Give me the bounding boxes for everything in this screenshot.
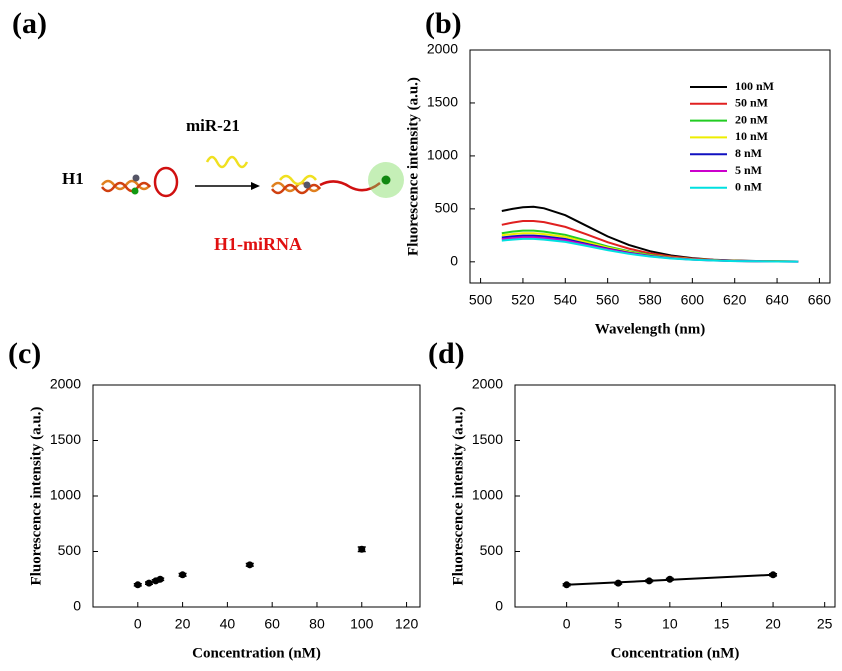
data-point [179,571,187,579]
y-tick-label: 2000 [427,41,458,57]
y-tick-label: 2000 [472,376,503,392]
diagram-label: miR-21 [186,116,240,135]
data-point [145,579,153,587]
legend-label: 100 nM [735,79,774,93]
x-tick-label: 580 [638,292,662,308]
y-axis-title: Fluorescence intensity (a.u.) [405,77,421,256]
panel-label: (b) [425,7,462,40]
x-tick-label: 60 [264,616,280,632]
x-tick-label: 25 [817,616,833,632]
x-tick-label: 10 [662,616,678,632]
x-tick-label: 520 [511,292,535,308]
x-tick-label: 620 [723,292,747,308]
plot-frame [514,384,836,608]
y-tick-label: 500 [480,542,504,558]
y-tick-label: 1000 [50,487,81,503]
data-point [563,581,571,589]
diagram-label: H1-miRNA [214,234,302,254]
spectrum-line [501,236,799,263]
panel-label: (a) [12,7,47,40]
data-point [134,581,142,589]
x-tick-label: 20 [175,616,191,632]
duplex [271,162,404,198]
y-tick-label: 500 [58,542,82,558]
x-tick-label: 600 [681,292,705,308]
y-tick-label: 0 [495,598,503,614]
data-point [645,577,653,585]
data-point [156,575,164,583]
hairpin [101,166,179,198]
legend-label: 0 nM [735,180,762,194]
x-axis-title: Concentration (nM) [611,645,740,661]
data-point [769,571,777,579]
x-tick-label: 5 [614,616,622,632]
legend-label: 20 nM [735,112,768,126]
legend-label: 10 nM [735,129,768,143]
data-point [358,545,366,553]
x-tick-label: 80 [309,616,325,632]
x-tick-label: 100 [350,616,374,632]
plot-frame [92,384,421,608]
panel-label: (d) [428,337,465,370]
y-tick-label: 1500 [50,431,81,447]
y-axis-title: Fluorescence intensity (a.u.) [450,407,466,586]
y-tick-label: 1500 [472,431,503,447]
x-tick-label: 660 [808,292,832,308]
x-tick-label: 120 [395,616,419,632]
x-tick-label: 40 [220,616,236,632]
y-tick-label: 1000 [472,487,503,503]
x-tick-label: 15 [714,616,730,632]
data-point [666,575,674,583]
x-tick-label: 0 [134,616,142,632]
y-tick-label: 0 [73,598,81,614]
arrow [195,182,260,190]
x-axis-title: Wavelength (nm) [595,321,705,337]
x-axis-title: Concentration (nM) [192,645,321,661]
legend-label: 8 nM [735,146,762,160]
y-axis-title: Fluorescence intensity (a.u.) [28,407,44,586]
y-tick-label: 2000 [50,376,81,392]
x-tick-label: 0 [563,616,571,632]
legend-label: 5 nM [735,163,762,177]
y-tick-label: 1000 [427,147,458,163]
x-tick-label: 20 [765,616,781,632]
data-point [614,579,622,587]
x-tick-label: 500 [469,292,493,308]
data-point [246,561,254,569]
plot-frame [469,49,831,284]
y-tick-label: 500 [435,200,459,216]
legend-label: 50 nM [735,96,768,110]
x-tick-label: 540 [554,292,578,308]
y-tick-label: 1500 [427,94,458,110]
x-tick-label: 560 [596,292,620,308]
panel-label: (c) [8,337,41,370]
x-tick-label: 640 [765,292,789,308]
spectrum-line [501,237,799,263]
y-tick-label: 0 [450,253,458,269]
diagram-label: H1 [62,169,84,188]
mirna [205,155,249,169]
